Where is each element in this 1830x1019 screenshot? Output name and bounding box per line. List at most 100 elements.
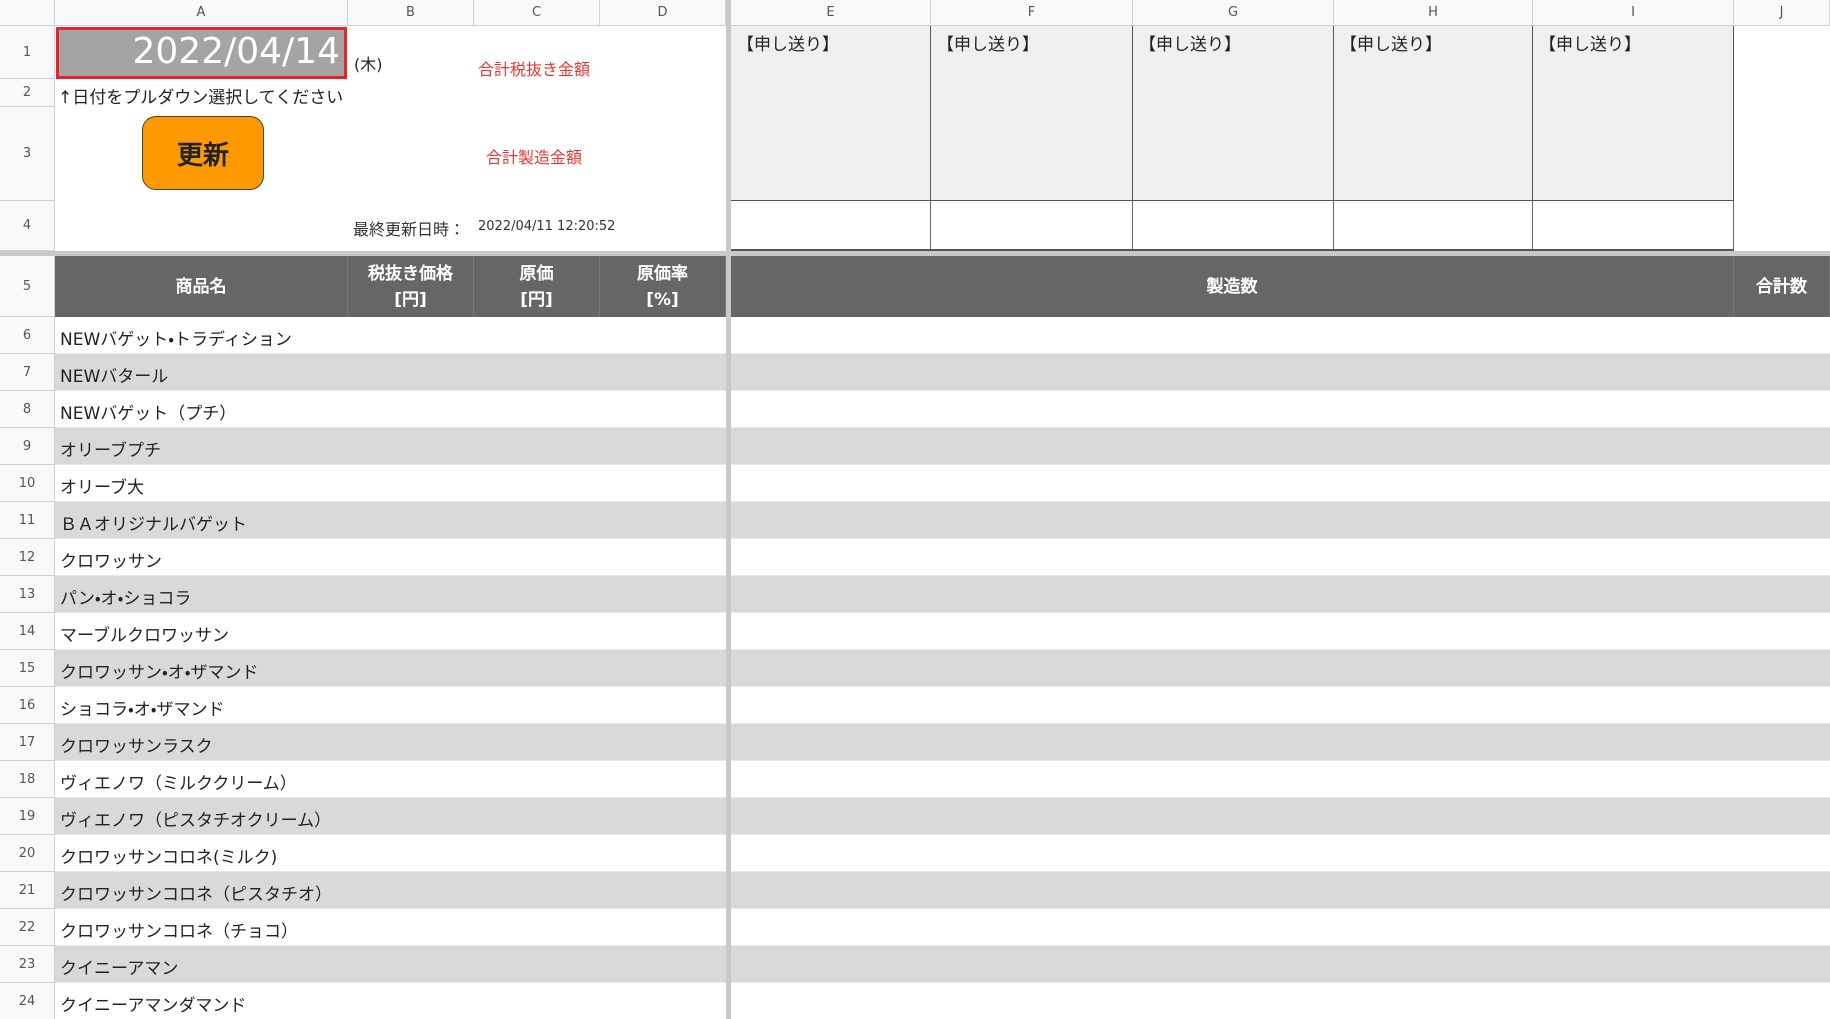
cell <box>1133 798 1334 835</box>
cell <box>931 650 1133 687</box>
cell <box>55 798 348 835</box>
last-updated: 2022/04/11 12:20:52 <box>478 219 616 234</box>
cell <box>1133 539 1334 576</box>
cell <box>1533 872 1734 909</box>
cell <box>731 502 931 539</box>
cell <box>600 354 726 391</box>
cell <box>1334 317 1533 354</box>
last-updated-label: 最終更新日時： <box>353 220 466 239</box>
cell <box>600 26 726 79</box>
cell <box>1334 613 1533 650</box>
note-cell <box>731 26 931 201</box>
column-header: F <box>931 0 1133 26</box>
product-name: ＢＡオリジナルバゲット <box>60 515 247 535</box>
row-header: 19 <box>0 798 55 835</box>
cell <box>1734 835 1830 872</box>
cell <box>474 539 600 576</box>
note-text: 【申し送り】 <box>1340 35 1442 55</box>
cell <box>474 761 600 798</box>
cell <box>600 872 726 909</box>
cell <box>1533 539 1734 576</box>
header-text: 税抜き価格 <box>368 263 453 284</box>
cell <box>931 835 1133 872</box>
cell <box>1533 650 1734 687</box>
cell <box>1334 201 1533 251</box>
cell <box>55 201 348 251</box>
cell <box>474 946 600 983</box>
row-header: 7 <box>0 354 55 391</box>
cell <box>1734 909 1830 946</box>
note-text: 【申し送り】 <box>1539 35 1641 55</box>
date-dropdown[interactable]: 2022/04/14 <box>56 27 347 79</box>
cell <box>55 983 348 1019</box>
product-name: NEWバタール <box>60 367 169 387</box>
cell <box>1133 201 1334 251</box>
weekday: (木) <box>354 55 383 74</box>
cell <box>1133 724 1334 761</box>
cell <box>600 687 726 724</box>
cell <box>1133 687 1334 724</box>
cell <box>1734 107 1830 201</box>
cell <box>1133 502 1334 539</box>
column-header: H <box>1334 0 1533 26</box>
product-name: ヴィエノワ（ピスタチオクリーム） <box>60 811 332 831</box>
cell <box>1334 539 1533 576</box>
cell <box>1334 761 1533 798</box>
cell <box>474 317 600 354</box>
cell <box>474 465 600 502</box>
cell <box>1334 428 1533 465</box>
product-name: クイニーアマンダマンド <box>60 996 247 1016</box>
cell <box>600 201 726 251</box>
row-header: 14 <box>0 613 55 650</box>
cell <box>1734 650 1830 687</box>
cell <box>931 354 1133 391</box>
cell <box>348 724 474 761</box>
note-cell <box>1533 26 1734 201</box>
cell <box>731 835 931 872</box>
header-cost: 原価 [円] <box>474 256 600 317</box>
cell <box>348 107 474 201</box>
cell <box>1133 650 1334 687</box>
cell <box>1334 946 1533 983</box>
update-button[interactable]: 更新 <box>142 116 264 190</box>
cell <box>931 687 1133 724</box>
product-name: ヴィエノワ（ミルククリーム） <box>60 774 297 794</box>
cell <box>348 79 474 107</box>
cell <box>348 502 474 539</box>
cell <box>348 613 474 650</box>
cell <box>600 613 726 650</box>
row-header: 17 <box>0 724 55 761</box>
cell <box>55 872 348 909</box>
cell <box>1533 724 1734 761</box>
product-name: マーブルクロワッサン <box>60 626 229 646</box>
column-header: G <box>1133 0 1334 26</box>
cell <box>731 539 931 576</box>
row-header: 15 <box>0 650 55 687</box>
note-row4-border <box>731 249 1734 251</box>
row-header: 1 <box>0 26 55 79</box>
cell <box>348 909 474 946</box>
cell <box>1133 576 1334 613</box>
row-header: 16 <box>0 687 55 724</box>
cell <box>1734 79 1830 107</box>
header-text: [円] <box>520 289 553 310</box>
cell <box>600 909 726 946</box>
row-header: 13 <box>0 576 55 613</box>
header-name: 商品名 <box>55 256 348 317</box>
cell <box>931 539 1133 576</box>
column-header: D <box>600 0 726 26</box>
row-header: 6 <box>0 317 55 354</box>
cell <box>1533 576 1734 613</box>
cell <box>1133 761 1334 798</box>
cell <box>55 317 348 354</box>
cell <box>931 983 1133 1019</box>
cell <box>1133 613 1334 650</box>
header-text: [円] <box>394 289 427 310</box>
cell <box>1734 761 1830 798</box>
product-name: クロワッサンコロネ（チョコ） <box>60 922 298 942</box>
row-header: 10 <box>0 465 55 502</box>
header-text: 製造数 <box>1206 276 1258 297</box>
cell <box>731 650 931 687</box>
cell <box>348 872 474 909</box>
cell <box>731 724 931 761</box>
